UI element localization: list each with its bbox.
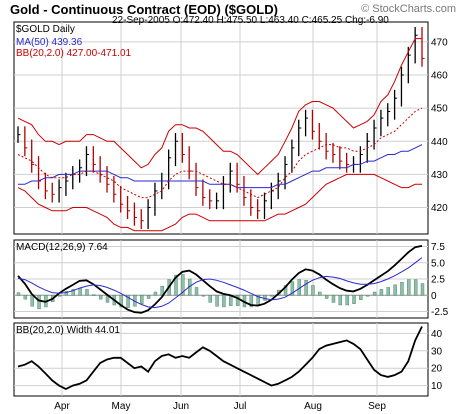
xtick-label-3: Jul bbox=[234, 401, 247, 412]
macd-hist-bar-59 bbox=[420, 283, 425, 296]
macd-hist-bar-55 bbox=[393, 284, 397, 296]
macd-hist-bar-44 bbox=[318, 291, 322, 296]
macd-hist-bar-42 bbox=[304, 280, 308, 296]
macd-hist-bar-37 bbox=[270, 295, 274, 297]
series-line-0-3 bbox=[17, 173, 422, 232]
price-header: 22-Sep-2005 O:472.40 H:475.50 L:463.40 C… bbox=[112, 15, 389, 26]
ytick-label-0-4: 460 bbox=[431, 71, 448, 82]
macd-hist-bar-30 bbox=[222, 295, 226, 308]
panel-frame-2 bbox=[13, 322, 429, 397]
legend-ma: MA(50) 439.36 bbox=[16, 37, 83, 48]
series-line-0-4 bbox=[17, 107, 423, 199]
macd-hist-bar-20 bbox=[153, 291, 158, 296]
panel-frame-0 bbox=[13, 21, 429, 235]
macd-hist-bar-46 bbox=[331, 295, 336, 303]
legend-bb: BB(20,2.0) 427.00-471.01 bbox=[16, 48, 132, 59]
ytick-label-2-3: 40 bbox=[431, 329, 443, 340]
macd-hist-bar-27 bbox=[201, 295, 206, 297]
macd-hist-bar-56 bbox=[400, 282, 404, 296]
panel-title-2: BB(20,2.0) Width 44.01 bbox=[16, 325, 120, 336]
macd-hist-bar-7 bbox=[64, 291, 69, 296]
series-line-0-2 bbox=[17, 38, 422, 176]
macd-hist-bar-51 bbox=[366, 295, 370, 297]
macd-hist-bar-15 bbox=[119, 295, 123, 308]
ytick-label-2-0: 10 bbox=[431, 381, 443, 392]
ytick-label-0-0: 420 bbox=[431, 203, 448, 214]
macd-hist-bar-45 bbox=[324, 295, 329, 299]
macd-hist-bar-28 bbox=[208, 295, 212, 303]
watermark: © StockCharts.com bbox=[361, 3, 456, 15]
macd-hist-bar-3 bbox=[37, 295, 41, 310]
macd-hist-bar-57 bbox=[407, 279, 411, 296]
macd-hist-bar-39 bbox=[283, 285, 288, 296]
macd-hist-bar-50 bbox=[359, 295, 363, 301]
series-line-1-1 bbox=[17, 257, 423, 309]
ytick-label-1-0: -2.5 bbox=[431, 307, 449, 318]
macd-hist-bar-26 bbox=[194, 287, 199, 296]
macd-hist-bar-53 bbox=[379, 289, 384, 296]
ytick-label-2-1: 20 bbox=[431, 364, 443, 375]
macd-hist-bar-2 bbox=[30, 295, 34, 307]
ytick-label-0-2: 440 bbox=[431, 137, 448, 148]
macd-hist-bar-48 bbox=[345, 295, 349, 306]
macd-hist-bar-52 bbox=[372, 291, 377, 296]
xtick-label-5: Sep bbox=[368, 401, 386, 412]
macd-hist-bar-11 bbox=[92, 294, 96, 296]
xtick-label-4: Aug bbox=[304, 401, 322, 412]
macd-hist-bar-8 bbox=[71, 289, 75, 296]
macd-hist-bar-18 bbox=[140, 295, 144, 304]
macd-hist-bar-10 bbox=[85, 289, 89, 296]
series-line-2-0 bbox=[17, 326, 423, 391]
macd-hist-bar-1 bbox=[23, 295, 28, 300]
macd-hist-bar-54 bbox=[386, 287, 390, 296]
macd-hist-bar-47 bbox=[338, 295, 343, 306]
macd-hist-bar-24 bbox=[181, 274, 185, 296]
macd-hist-bar-34 bbox=[249, 295, 254, 308]
ytick-label-1-2: 2.5 bbox=[431, 275, 445, 286]
macd-hist-bar-9 bbox=[78, 287, 82, 296]
chart-title: Gold - Continuous Contract (EOD) ($GOLD) bbox=[10, 2, 278, 17]
macd-hist-bar-0 bbox=[16, 292, 21, 296]
macd-hist-bar-40 bbox=[290, 281, 295, 296]
ytick-label-1-4: 7.5 bbox=[431, 242, 445, 253]
panel-title-0: $GOLD Daily bbox=[16, 24, 75, 35]
macd-hist-bar-49 bbox=[352, 295, 356, 304]
xtick-label-2: Jun bbox=[173, 401, 189, 412]
macd-hist-bar-16 bbox=[126, 295, 130, 308]
macd-hist-bar-23 bbox=[174, 274, 178, 296]
xtick-label-0: Apr bbox=[54, 401, 70, 412]
macd-hist-bar-58 bbox=[413, 279, 418, 296]
macd-hist-bar-32 bbox=[235, 295, 240, 306]
ytick-label-0-1: 430 bbox=[431, 170, 448, 181]
ytick-label-0-5: 470 bbox=[431, 37, 448, 48]
panel-title-1: MACD(12,26,9) 7.64 bbox=[16, 242, 108, 253]
ytick-label-2-2: 30 bbox=[431, 346, 443, 357]
macd-hist-bar-35 bbox=[256, 295, 260, 305]
macd-hist-bar-19 bbox=[146, 295, 151, 299]
ytick-label-0-3: 450 bbox=[431, 104, 448, 115]
ytick-label-1-1: 0 bbox=[431, 291, 437, 302]
xtick-label-1: May bbox=[112, 401, 131, 412]
macd-hist-bar-6 bbox=[57, 295, 62, 297]
series-line-1-0 bbox=[17, 245, 423, 314]
macd-hist-bar-29 bbox=[215, 295, 219, 307]
macd-hist-bar-12 bbox=[98, 295, 103, 300]
macd-hist-bar-43 bbox=[311, 285, 315, 296]
ytick-label-1-3: 5.0 bbox=[431, 258, 445, 269]
